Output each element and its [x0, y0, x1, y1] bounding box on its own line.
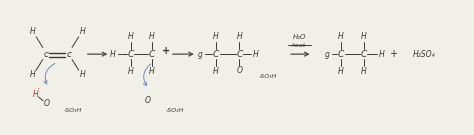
Text: H: H: [29, 27, 35, 36]
Text: C: C: [361, 50, 367, 59]
Text: H: H: [80, 27, 85, 36]
Text: H: H: [361, 67, 366, 76]
Text: H: H: [128, 32, 134, 41]
Text: H: H: [128, 67, 134, 76]
Text: O: O: [44, 99, 50, 108]
Text: c: c: [43, 50, 48, 59]
Text: -SO₃H: -SO₃H: [64, 108, 82, 113]
Text: O: O: [237, 66, 242, 75]
Text: ·: ·: [36, 84, 40, 94]
Text: H₂SO₄: H₂SO₄: [412, 50, 435, 59]
Text: c: c: [67, 50, 72, 59]
Text: C: C: [213, 50, 219, 59]
Text: H: H: [253, 50, 259, 59]
Text: C: C: [338, 50, 344, 59]
Text: H: H: [338, 67, 344, 76]
Text: H: H: [33, 90, 39, 99]
Text: H: H: [149, 67, 155, 76]
Text: H: H: [237, 32, 242, 41]
Text: H: H: [110, 50, 116, 59]
Text: H: H: [149, 32, 155, 41]
Text: C: C: [128, 50, 134, 59]
Text: +: +: [390, 49, 399, 59]
Text: heat: heat: [292, 43, 307, 48]
Text: H: H: [379, 50, 384, 59]
Text: H: H: [213, 32, 219, 41]
Text: H: H: [213, 67, 219, 76]
Text: -SO₃H: -SO₃H: [258, 74, 277, 79]
Text: C: C: [236, 50, 243, 59]
Text: H: H: [361, 32, 366, 41]
Text: H: H: [338, 32, 344, 41]
Text: -SO₃H: -SO₃H: [166, 108, 184, 113]
Text: g: g: [198, 50, 203, 59]
Text: H: H: [80, 70, 85, 79]
Text: +: +: [162, 46, 170, 56]
Text: g: g: [324, 50, 329, 59]
Text: H: H: [29, 70, 35, 79]
Text: O: O: [144, 96, 150, 105]
Text: C: C: [149, 50, 155, 59]
Text: H₂O: H₂O: [292, 34, 306, 40]
